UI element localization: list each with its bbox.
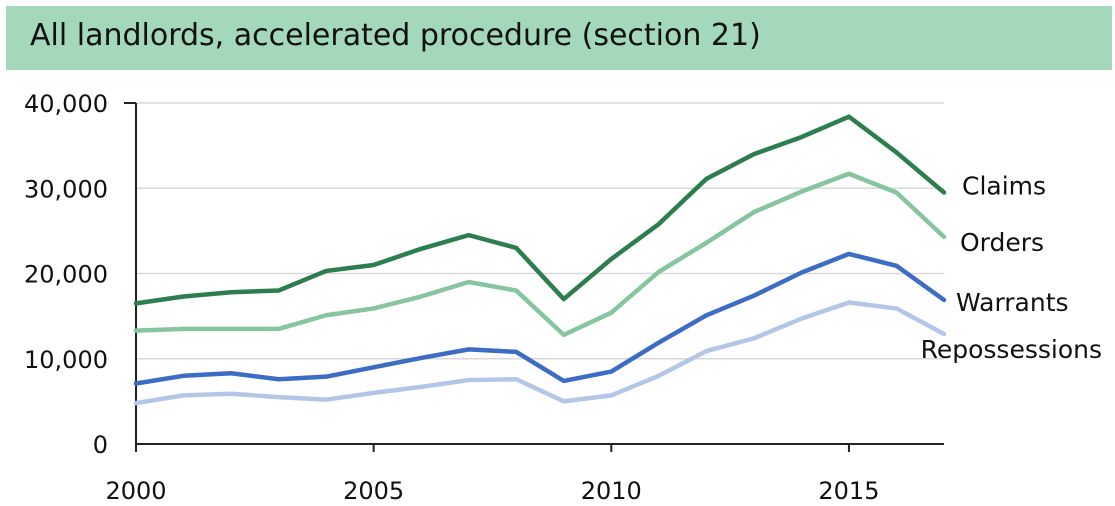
x-tick-label: 2000 xyxy=(105,477,166,505)
x-tick-label: 2015 xyxy=(818,477,879,505)
series-line-orders xyxy=(133,171,947,338)
title-bar: All landlords, accelerated procedure (se… xyxy=(6,6,1112,70)
series-line-claims xyxy=(133,114,947,306)
series-label-orders: Orders xyxy=(960,228,1044,257)
y-tick-label: 0 xyxy=(93,431,108,459)
series-label-warrants: Warrants xyxy=(956,288,1069,317)
series-label-claims: Claims xyxy=(962,172,1046,201)
x-tick-label: 2005 xyxy=(343,477,404,505)
series-line-repossessions xyxy=(133,300,947,406)
chart-title: All landlords, accelerated procedure (se… xyxy=(30,18,761,53)
x-tick-label: 2010 xyxy=(581,477,642,505)
y-tick-label: 10,000 xyxy=(24,346,108,374)
series-label-repossessions: Repossessions xyxy=(921,335,1102,364)
y-tick-label: 30,000 xyxy=(24,175,108,203)
series-line-warrants xyxy=(133,251,947,386)
y-tick-label: 20,000 xyxy=(24,261,108,289)
y-tick-label: 40,000 xyxy=(24,90,108,118)
